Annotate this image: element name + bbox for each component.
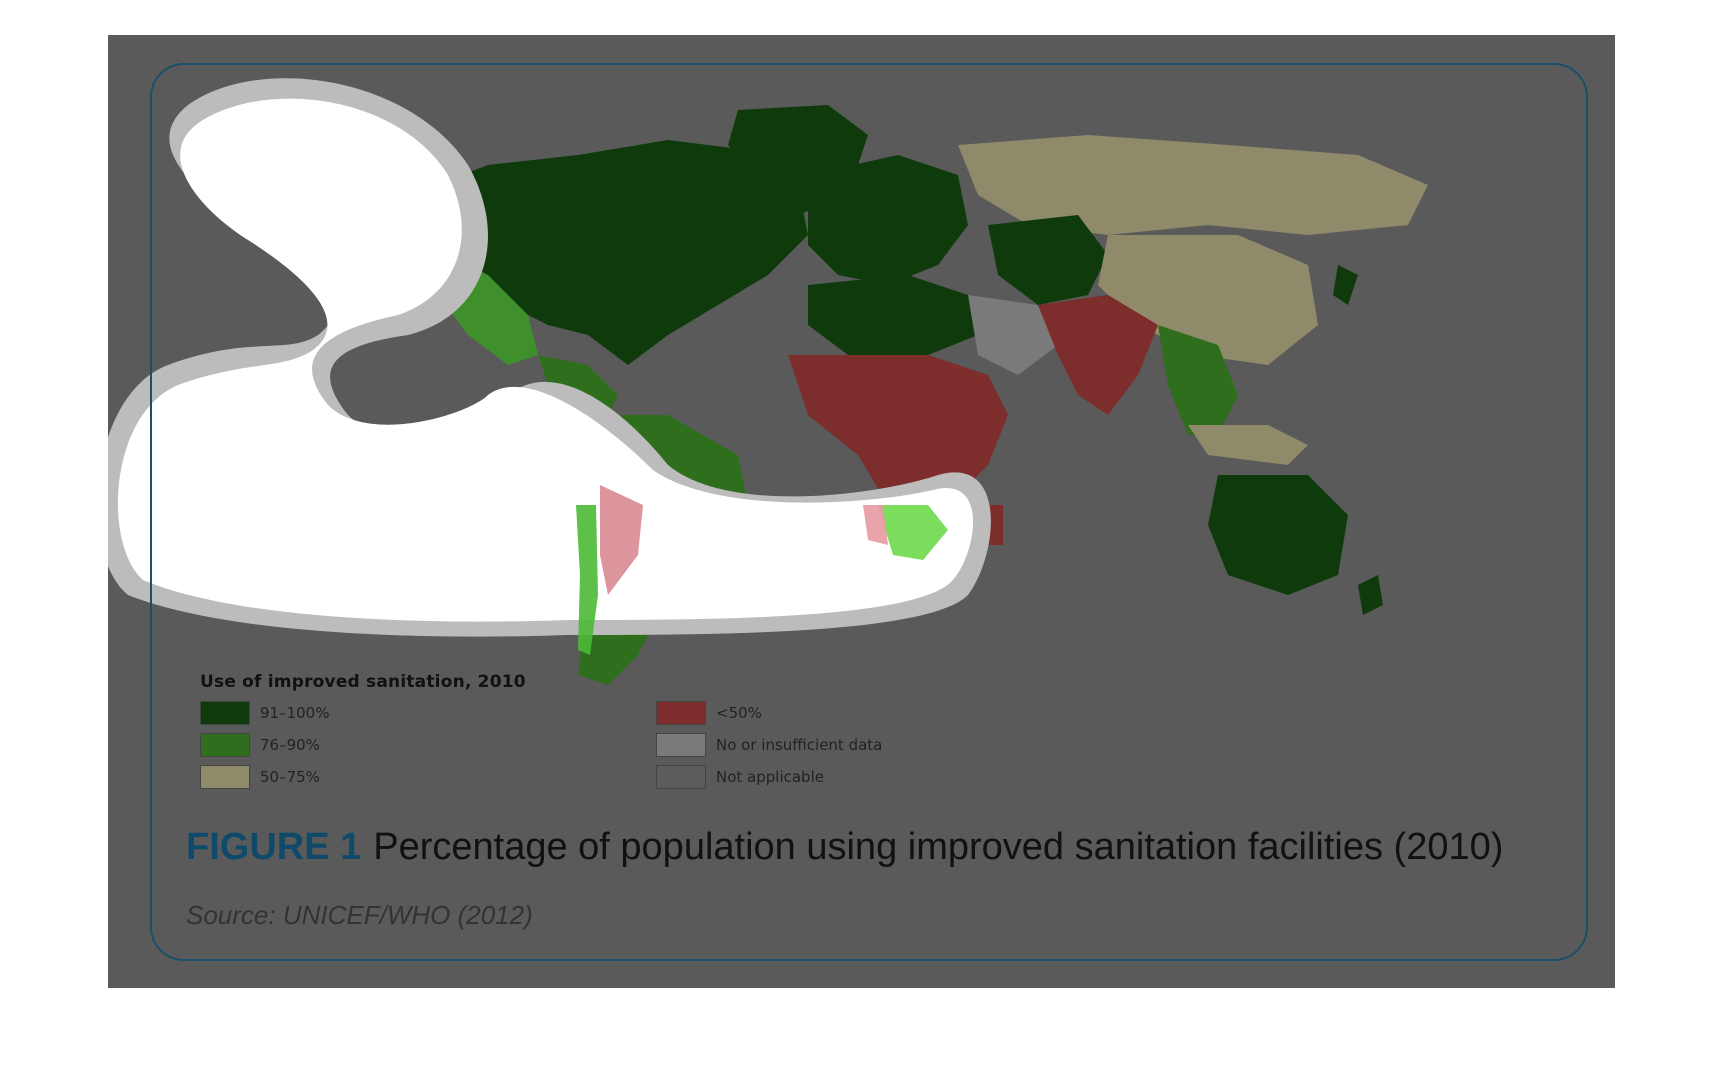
legend-label: No or insufficient data: [716, 736, 883, 754]
figure-frame: [150, 63, 1588, 961]
legend-swatch: [656, 733, 706, 757]
legend-item-no-data: No or insufficient data: [656, 732, 882, 758]
legend-swatch: [656, 765, 706, 789]
legend-label: 50–75%: [260, 768, 320, 786]
legend-swatch: [200, 733, 250, 757]
region-new-zealand: [1358, 575, 1383, 615]
legend-item-not-applicable: Not applicable: [656, 764, 824, 790]
world-sanitation-map: [108, 78, 1428, 685]
region-madagascar: [988, 505, 1003, 545]
highlight-area: [117, 98, 974, 622]
figure-number: FIGURE 1: [186, 826, 362, 868]
legend-item-50-75: 50–75%: [200, 764, 320, 790]
legend-label: 91–100%: [260, 704, 330, 722]
region-southeast-asia: [1158, 325, 1238, 435]
legend-swatch: [200, 765, 250, 789]
highlighted-south-africa: [878, 505, 948, 560]
highlighted-chile: [576, 505, 598, 655]
region-indonesia: [1188, 425, 1308, 465]
legend-title: Use of improved sanitation, 2010: [200, 672, 526, 692]
legend-item-76-90: 76–90%: [200, 732, 320, 758]
figure-source: Source: UNICEF/WHO (2012): [186, 900, 533, 930]
legend-item-under-50: <50%: [656, 700, 762, 726]
legend-item-91-100: 91–100%: [200, 700, 329, 726]
region-middle-east: [968, 295, 1058, 375]
legend-label: Not applicable: [716, 768, 824, 786]
region-central-asia: [988, 215, 1108, 305]
highlighted-argentina: [600, 485, 643, 595]
legend-swatch: [656, 701, 706, 725]
region-india: [1038, 295, 1158, 415]
map-legend: Use of improved sanitation, 2010 91–100%…: [200, 672, 960, 792]
figure-title: Percentage of population using improved …: [373, 826, 1504, 868]
region-australia: [1208, 475, 1348, 595]
region-europe: [808, 155, 968, 285]
region-japan: [1333, 265, 1358, 305]
region-north-america: [408, 140, 808, 365]
figure-caption: FIGURE 1 Percentage of population using i…: [186, 826, 1503, 869]
highlighted-namibia: [863, 505, 888, 545]
region-russia: [958, 135, 1428, 235]
region-north-africa: [808, 275, 978, 355]
legend-label: 76–90%: [260, 736, 320, 754]
legend-swatch: [200, 701, 250, 725]
legend-label: <50%: [716, 704, 762, 722]
